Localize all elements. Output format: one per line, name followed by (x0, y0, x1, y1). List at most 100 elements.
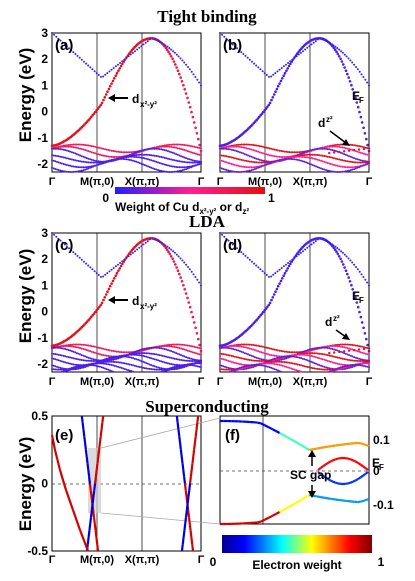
band-point (119, 264, 123, 268)
colorbar-weight-label: Weight of Cu dx²-y² or dz² (115, 200, 249, 216)
band-point (190, 345, 193, 348)
band-point (243, 368, 246, 370)
band-point (125, 156, 128, 159)
band-point (133, 151, 136, 154)
band-point (220, 154, 223, 157)
band-point (161, 163, 164, 165)
band-point (52, 167, 55, 170)
band-point (351, 156, 354, 159)
band-point (180, 343, 183, 346)
band-point (315, 153, 317, 156)
band-point (69, 143, 72, 146)
band-point (108, 349, 111, 352)
band-point (267, 347, 269, 349)
band-point (321, 358, 324, 361)
band-point (358, 166, 361, 169)
band-point (348, 169, 351, 172)
band-point (153, 168, 156, 170)
band-point (368, 359, 370, 362)
band-point (70, 343, 73, 346)
band-point (230, 145, 233, 148)
band-point (275, 360, 278, 363)
band-point (143, 355, 146, 358)
band-point (273, 354, 276, 357)
band-point (220, 368, 223, 371)
band-point (353, 168, 356, 171)
band-point (174, 63, 177, 66)
band-point (198, 347, 201, 349)
band-point (74, 159, 77, 162)
band-point (285, 263, 287, 266)
band-point (67, 170, 70, 173)
band-point (160, 169, 163, 172)
band-point (274, 72, 277, 75)
band-point (368, 154, 370, 157)
band-point (325, 161, 327, 164)
band-point (295, 255, 298, 258)
band-point (238, 145, 241, 148)
band-point (355, 101, 359, 104)
band-segment (361, 442, 366, 446)
band-point (110, 364, 113, 366)
band-point (140, 245, 143, 248)
band-point (299, 51, 302, 54)
band-point (85, 363, 88, 366)
band-point (308, 45, 311, 48)
band-point (153, 38, 156, 41)
band-point (268, 362, 271, 365)
band-point (358, 350, 361, 353)
band-point (150, 346, 153, 349)
band-point (334, 144, 337, 146)
band-point (313, 355, 316, 358)
band-point (288, 366, 291, 369)
band-point (293, 368, 296, 371)
band-point (270, 362, 273, 365)
band-point (87, 157, 90, 160)
band-point (230, 368, 233, 371)
band-point (92, 358, 95, 361)
band-point (243, 146, 246, 149)
band-segment (257, 421, 262, 425)
band-point (65, 355, 68, 358)
band-point (94, 161, 96, 164)
band-segment (267, 426, 273, 431)
band-point (151, 237, 154, 240)
band-point (286, 67, 290, 70)
band-point (171, 170, 174, 173)
band-point (361, 345, 364, 348)
band-point (238, 49, 241, 52)
band-point (82, 143, 85, 146)
band-point (346, 353, 349, 356)
band-segment (181, 463, 185, 471)
band-point (250, 143, 253, 146)
band-point (128, 155, 131, 158)
band-point (291, 258, 294, 261)
band-point (95, 365, 98, 367)
band-point (313, 367, 316, 370)
ytick-label: 2 (41, 252, 48, 266)
band-point (340, 60, 344, 63)
band-point (182, 283, 185, 287)
band-point (158, 368, 161, 371)
band-point (183, 344, 186, 346)
ktick-label: Γ (366, 176, 373, 188)
band-point (237, 367, 240, 370)
band-point (87, 349, 90, 352)
band-point (175, 53, 178, 56)
band-point (250, 366, 253, 369)
band-point (243, 352, 246, 355)
band-point (338, 248, 341, 251)
panel-b (219, 32, 370, 173)
band-point (361, 161, 364, 164)
band-point (321, 38, 324, 41)
band-point (343, 363, 346, 366)
band-point (265, 362, 268, 365)
band-point (329, 360, 332, 363)
band-point (78, 56, 81, 59)
band-point (95, 362, 98, 365)
band-point (74, 165, 77, 168)
band-point (315, 165, 317, 168)
band-point (60, 148, 63, 151)
band-point (57, 237, 60, 240)
band-point (62, 148, 65, 151)
